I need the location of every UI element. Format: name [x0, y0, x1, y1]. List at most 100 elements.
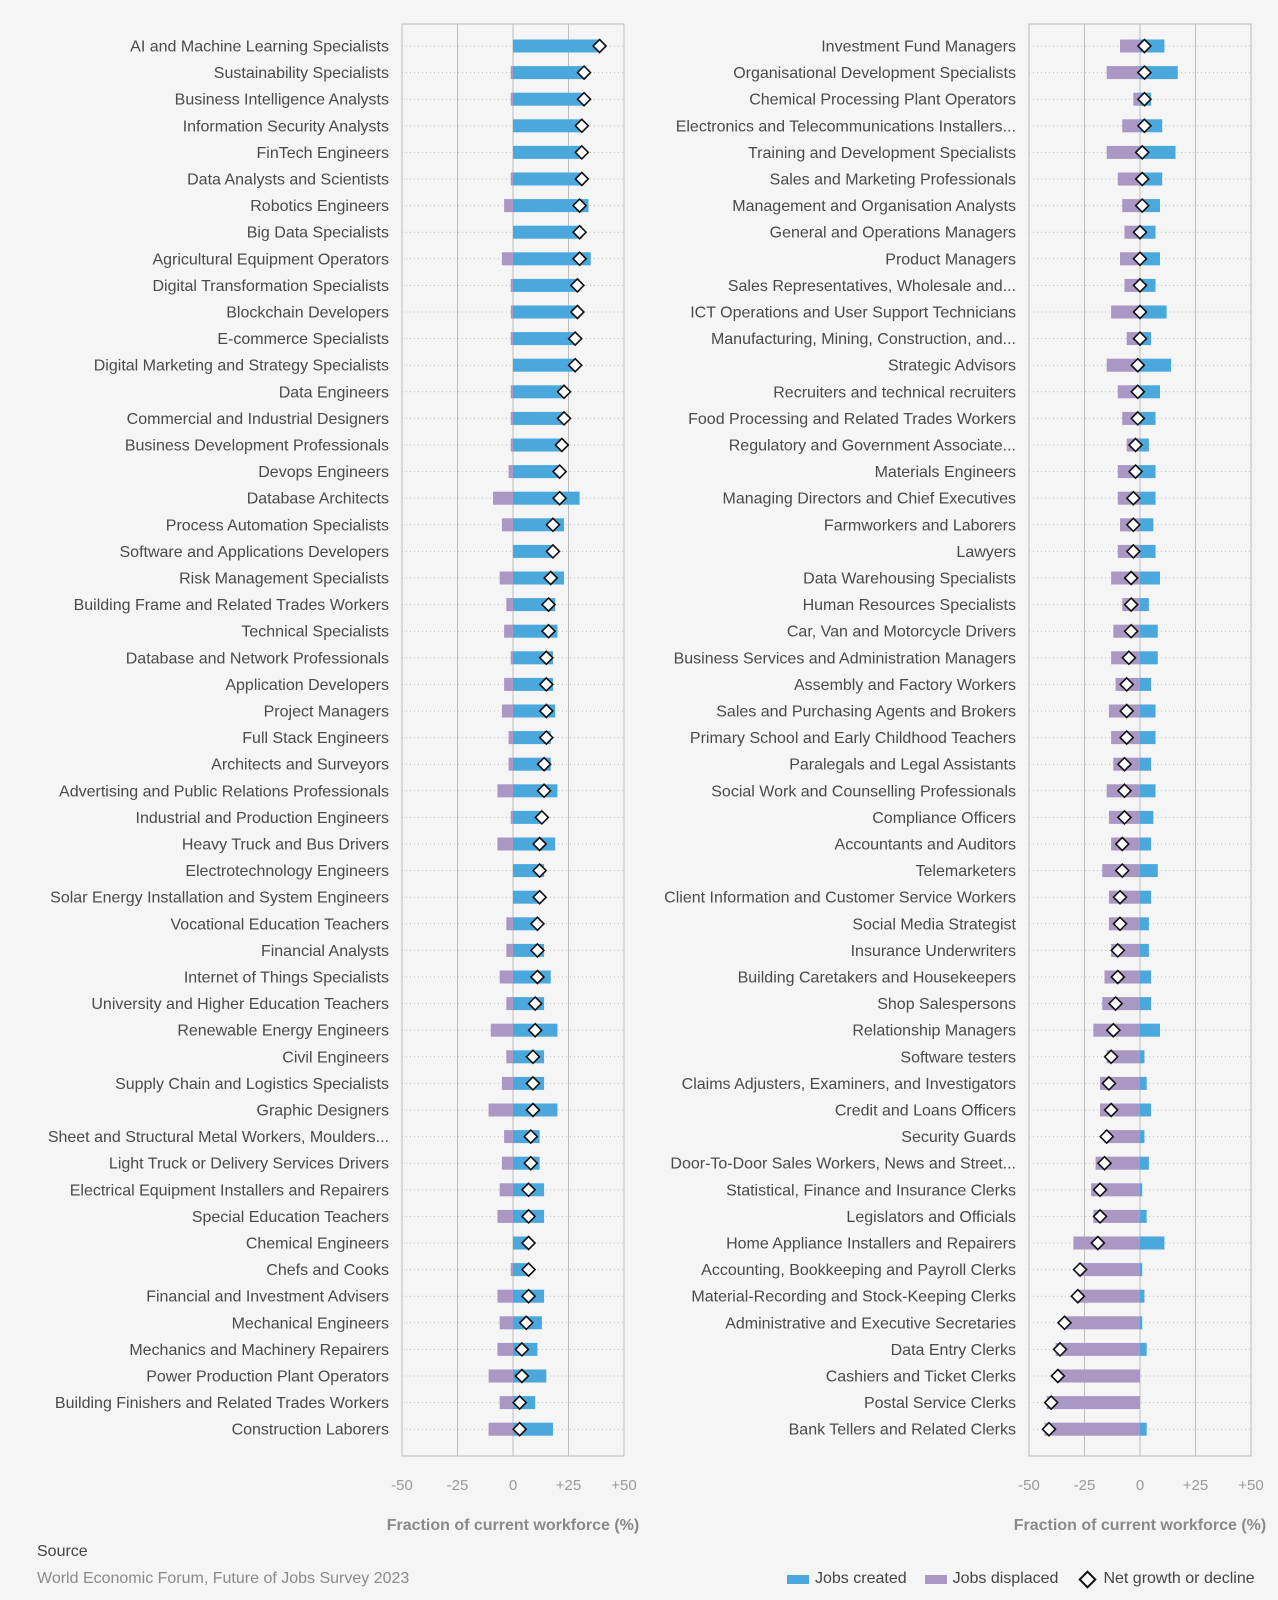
bar-jobs-created: [513, 92, 585, 106]
marker-net-growth: [1125, 517, 1141, 533]
bar-jobs-created: [513, 172, 582, 186]
bar-jobs-displaced: [510, 411, 513, 425]
bar-jobs-created: [1140, 1342, 1147, 1356]
bar-jobs-displaced: [1106, 66, 1140, 80]
x-tick-label: 0: [509, 1477, 517, 1494]
x-tick-label: -25: [447, 1477, 469, 1494]
bar-jobs-displaced: [501, 1076, 513, 1090]
bar-jobs-created: [1140, 1316, 1143, 1330]
bar-jobs-displaced: [1120, 252, 1140, 266]
marker-net-growth: [1119, 676, 1135, 693]
category-label: Social Work and Counselling Professional…: [711, 783, 1016, 800]
marker-net-growth: [1096, 1155, 1113, 1171]
bar-jobs-displaced: [510, 1263, 513, 1277]
marker-net-growth: [525, 1102, 541, 1118]
bar-jobs-displaced: [499, 1316, 513, 1330]
bar-jobs-displaced: [497, 784, 513, 798]
category-label: Relationship Managers: [852, 1023, 1016, 1040]
marker-net-growth: [538, 729, 554, 746]
category-label: Vocational Education Teachers: [170, 916, 389, 933]
bar-jobs-displaced: [510, 810, 513, 824]
bar-jobs-displaced: [1104, 1130, 1140, 1144]
category-label: Database Architects: [247, 491, 389, 508]
bar-jobs-displaced: [497, 837, 513, 851]
bar-jobs-created: [513, 358, 576, 372]
category-label: Business Services and Administration Man…: [674, 650, 1016, 667]
marker-net-growth: [1043, 1394, 1059, 1411]
marker-net-growth: [1052, 1341, 1068, 1358]
x-tick-label: -50: [1018, 1477, 1040, 1494]
category-label: Power Production Plant Operators: [146, 1369, 389, 1386]
legend-item-created: Jobs created: [787, 1570, 907, 1588]
bar-jobs-displaced: [1044, 1422, 1140, 1436]
marker-net-growth: [1134, 197, 1150, 214]
bar-jobs-displaced: [510, 305, 513, 319]
bar-jobs-created: [513, 278, 580, 292]
bar-jobs-created: [513, 491, 580, 505]
bar-jobs-displaced: [1055, 1342, 1140, 1356]
marker-net-growth: [1132, 304, 1148, 320]
bar-jobs-displaced: [506, 1050, 513, 1064]
bar-jobs-displaced: [508, 465, 513, 479]
category-label: Chemical Processing Plant Operators: [749, 92, 1016, 109]
category-label: Sheet and Structural Metal Workers, Moul…: [48, 1129, 389, 1146]
category-label: Cashiers and Ticket Clerks: [826, 1369, 1016, 1386]
category-label: Special Education Teachers: [192, 1209, 389, 1226]
bar-jobs-created: [1140, 438, 1149, 452]
bar-jobs-created: [1140, 837, 1152, 851]
bar-jobs-displaced: [490, 1023, 513, 1037]
category-label: FinTech Engineers: [256, 145, 389, 162]
bar-jobs-created: [1140, 810, 1154, 824]
category-label: Process Automation Specialists: [166, 517, 389, 534]
category-label: Mechanics and Machinery Repairers: [129, 1342, 389, 1359]
marker-net-growth: [1123, 596, 1139, 613]
marker-net-growth: [1072, 1261, 1088, 1278]
bar-jobs-displaced: [1122, 199, 1140, 213]
marker-net-growth: [574, 171, 590, 187]
category-label: Managing Directors and Chief Executives: [723, 491, 1016, 508]
marker-net-growth: [545, 543, 561, 560]
marker-net-growth: [556, 384, 572, 400]
x-axis-title: Fraction of current workforce (%): [387, 1517, 639, 1534]
bar-jobs-displaced: [510, 385, 513, 399]
marker-net-growth: [556, 410, 572, 427]
bar-jobs-created: [1140, 145, 1176, 159]
marker-net-growth: [1092, 1182, 1108, 1198]
marker-net-growth: [538, 650, 554, 666]
category-label: Assembly and Factory Workers: [794, 677, 1016, 694]
bar-jobs-created: [1140, 544, 1156, 558]
category-label: Electrical Equipment Installers and Repa…: [70, 1182, 389, 1199]
category-label: Advertising and Public Relations Profess…: [59, 783, 389, 800]
category-label: Investment Fund Managers: [821, 39, 1016, 56]
bar-jobs-created: [1140, 997, 1152, 1011]
marker-net-growth: [1090, 1235, 1106, 1251]
marker-net-growth: [554, 437, 570, 453]
bar-jobs-created: [1140, 970, 1152, 984]
bar-jobs-created: [513, 411, 565, 425]
marker-net-growth: [591, 38, 608, 54]
marker-net-growth: [529, 916, 546, 932]
bar-jobs-created: [513, 917, 540, 931]
bar-jobs-created: [1140, 1263, 1143, 1277]
bar-jobs-created: [1140, 917, 1149, 931]
bar-jobs-displaced: [499, 1396, 513, 1410]
x-tick-label: -50: [391, 1477, 413, 1494]
bar-jobs-displaced: [497, 1289, 513, 1303]
bar-jobs-created: [1140, 385, 1160, 399]
marker-net-growth: [574, 118, 590, 134]
marker-net-growth: [520, 1261, 537, 1278]
category-label: Material-Recording and Stock-Keeping Cle…: [691, 1289, 1016, 1306]
marker-net-growth: [1070, 1288, 1086, 1304]
category-label: Strategic Advisors: [888, 358, 1016, 375]
marker-net-growth: [551, 463, 568, 480]
category-label: Building Caretakers and Housekeepers: [738, 970, 1016, 987]
bar-jobs-created: [513, 731, 551, 745]
category-label: Car, Van and Motorcycle Drivers: [787, 624, 1016, 641]
category-label: Mechanical Engineers: [232, 1315, 389, 1332]
category-label: Technical Specialists: [241, 624, 389, 641]
category-label: Data Engineers: [279, 384, 389, 401]
marker-net-growth: [520, 1182, 537, 1198]
bar-jobs-displaced: [1106, 145, 1140, 159]
marker-net-growth: [1132, 330, 1148, 347]
bar-jobs-displaced: [499, 571, 513, 585]
